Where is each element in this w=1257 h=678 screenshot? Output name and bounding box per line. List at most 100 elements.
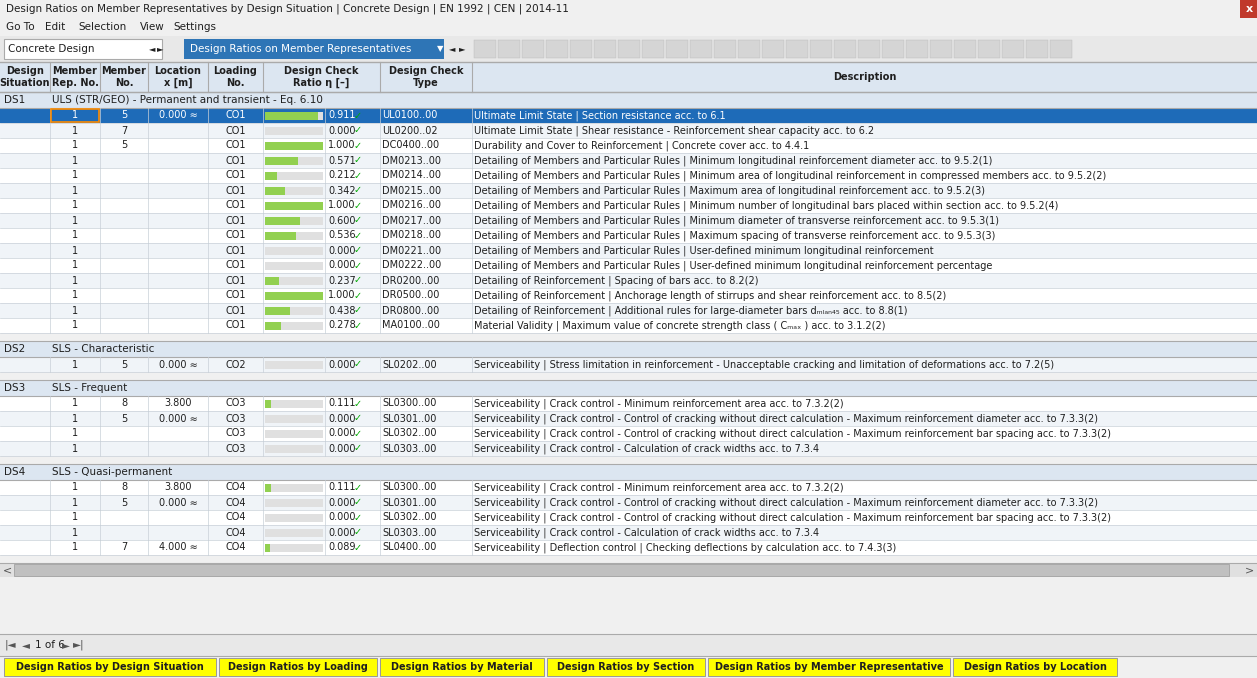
Text: Member
Rep. No.: Member Rep. No. <box>52 66 98 87</box>
Bar <box>265 483 323 492</box>
Text: 1: 1 <box>72 170 78 180</box>
Bar <box>0 456 1257 464</box>
Text: ✓: ✓ <box>354 290 362 300</box>
Text: Durability and Cover to Reinforcement | Concrete cover acc. to 4.4.1: Durability and Cover to Reinforcement | … <box>474 140 810 151</box>
Text: ✓: ✓ <box>354 443 362 454</box>
Bar <box>0 36 1257 62</box>
Text: 1.000: 1.000 <box>328 290 356 300</box>
Bar <box>265 498 323 506</box>
Text: ✓: ✓ <box>354 275 362 285</box>
Bar <box>0 495 1257 510</box>
Text: CO1: CO1 <box>225 170 246 180</box>
Text: SL0303..00: SL0303..00 <box>382 443 436 454</box>
Text: CO1: CO1 <box>225 186 246 195</box>
Bar <box>0 153 1257 168</box>
Bar <box>786 40 808 58</box>
Text: ✓: ✓ <box>354 306 362 315</box>
Text: Ultimate Limit State | Shear resistance - Reinforcement shear capacity acc. to 6: Ultimate Limit State | Shear resistance … <box>474 125 874 136</box>
Text: x: x <box>1246 4 1252 14</box>
Bar <box>265 361 323 369</box>
Text: 5: 5 <box>121 359 127 370</box>
Text: 0.000: 0.000 <box>328 527 356 538</box>
Text: ✓: ✓ <box>354 201 362 210</box>
Bar <box>0 380 1257 396</box>
Text: SLS - Quasi-permanent: SLS - Quasi-permanent <box>52 467 172 477</box>
Bar <box>0 634 1257 656</box>
Text: Material Validity | Maximum value of concrete strength class ( Cₘₐₓ ) acc. to 3.: Material Validity | Maximum value of con… <box>474 320 885 331</box>
Text: 1: 1 <box>72 245 78 256</box>
Bar <box>265 127 323 134</box>
Bar <box>0 426 1257 441</box>
Text: CO1: CO1 <box>225 260 246 271</box>
Text: Serviceability | Crack control - Calculation of crack widths acc. to 7.3.4: Serviceability | Crack control - Calcula… <box>474 527 820 538</box>
Text: 0.571: 0.571 <box>328 155 356 165</box>
Bar <box>0 372 1257 380</box>
Text: Design Ratios on Member Representatives: Design Ratios on Member Representatives <box>190 44 411 54</box>
Text: >: > <box>1246 565 1254 575</box>
Text: SLS - Characteristic: SLS - Characteristic <box>52 344 155 354</box>
Text: Design Ratios by Member Representative: Design Ratios by Member Representative <box>715 662 943 672</box>
Bar <box>265 201 323 210</box>
Bar <box>595 40 616 58</box>
Text: Serviceability | Crack control - Control of cracking without direct calculation : Serviceability | Crack control - Control… <box>474 497 1099 508</box>
Bar <box>265 262 323 269</box>
Text: DM0213..00: DM0213..00 <box>382 155 441 165</box>
Bar <box>0 464 1257 480</box>
Text: 7: 7 <box>121 542 127 553</box>
Text: CO1: CO1 <box>225 216 246 226</box>
Text: Edit: Edit <box>45 22 65 32</box>
Text: ✓: ✓ <box>354 140 362 151</box>
Text: 0.000: 0.000 <box>328 428 356 439</box>
Text: 1: 1 <box>72 414 78 424</box>
Text: ✓: ✓ <box>354 483 362 492</box>
Bar <box>265 414 323 422</box>
Bar <box>0 258 1257 273</box>
Text: CO3: CO3 <box>225 428 246 439</box>
Bar <box>265 445 323 452</box>
Text: 1: 1 <box>72 260 78 271</box>
Bar <box>498 40 520 58</box>
Text: 1: 1 <box>72 498 78 508</box>
Bar <box>762 40 784 58</box>
Text: CO4: CO4 <box>225 527 246 538</box>
Text: CO1: CO1 <box>225 111 246 121</box>
Text: 0.536: 0.536 <box>328 231 356 241</box>
Text: ✓: ✓ <box>354 513 362 523</box>
Bar <box>0 273 1257 288</box>
Text: Concrete Design: Concrete Design <box>8 44 94 54</box>
Bar <box>0 540 1257 555</box>
Text: Detailing of Members and Particular Rules | User-defined minimum longitudinal re: Detailing of Members and Particular Rule… <box>474 260 992 271</box>
Text: 0.342: 0.342 <box>328 186 356 195</box>
Text: 1: 1 <box>72 306 78 315</box>
Text: CO1: CO1 <box>225 275 246 285</box>
Text: Design Ratios by Design Situation: Design Ratios by Design Situation <box>16 662 204 672</box>
Text: CO1: CO1 <box>225 231 246 241</box>
Bar <box>265 399 272 407</box>
Text: ►: ► <box>459 45 465 54</box>
Bar <box>265 528 323 536</box>
Text: CO1: CO1 <box>225 140 246 151</box>
Text: SL0303..00: SL0303..00 <box>382 527 436 538</box>
Text: 4.000 ≈: 4.000 ≈ <box>158 542 197 553</box>
Bar <box>0 656 1257 678</box>
Text: 1.000: 1.000 <box>328 140 356 151</box>
Bar <box>265 157 298 165</box>
Bar <box>52 109 99 122</box>
Text: ✓: ✓ <box>354 359 362 370</box>
Bar <box>1026 40 1048 58</box>
Bar <box>0 411 1257 426</box>
Text: CO4: CO4 <box>225 513 246 523</box>
Bar <box>265 201 323 210</box>
Text: DM0215..00: DM0215..00 <box>382 186 441 195</box>
Text: Detailing of Members and Particular Rules | Maximum area of longitudinal reinfor: Detailing of Members and Particular Rule… <box>474 185 985 196</box>
Text: Design Check
Ratio η [–]: Design Check Ratio η [–] <box>284 66 358 88</box>
Text: 0.438: 0.438 <box>328 306 356 315</box>
Text: CO1: CO1 <box>225 321 246 330</box>
Text: 0.000: 0.000 <box>328 414 356 424</box>
Text: Serviceability | Crack control - Control of cracking without direct calculation : Serviceability | Crack control - Control… <box>474 414 1099 424</box>
Bar <box>0 341 1257 357</box>
Text: ✓: ✓ <box>354 414 362 424</box>
Text: SL0302..00: SL0302..00 <box>382 513 436 523</box>
Bar <box>906 40 928 58</box>
Bar <box>0 563 1257 577</box>
